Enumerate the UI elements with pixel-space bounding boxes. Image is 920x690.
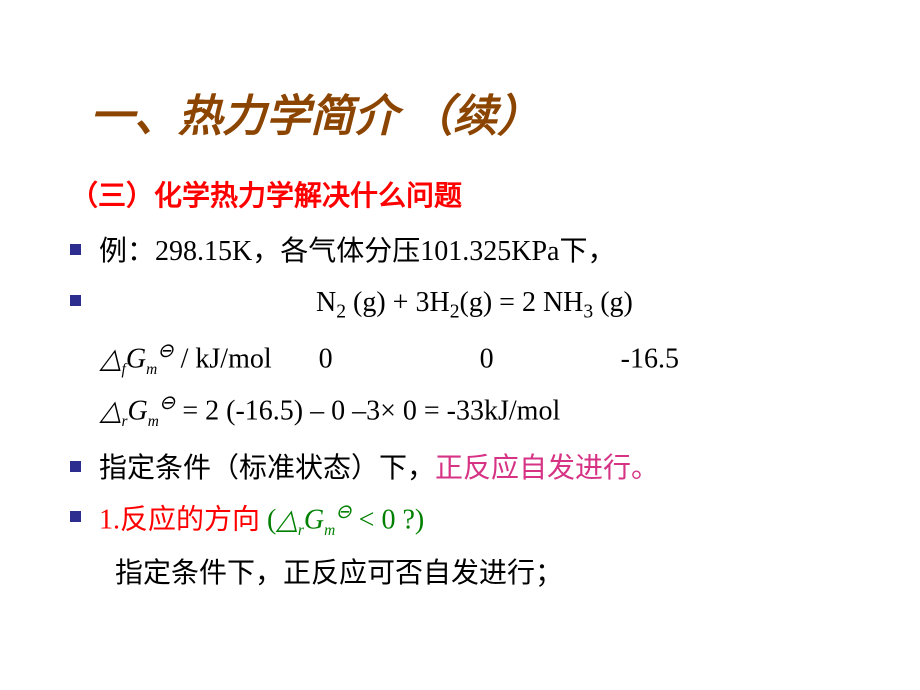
dir-rest: < 0 ?) <box>352 505 425 536</box>
subtitle: （三）化学热力学解决什么问题 <box>70 174 860 214</box>
dgr-G: G <box>128 395 148 426</box>
condition-line: 指定条件（标准状态）下，正反应自发进行。 <box>99 449 659 490</box>
dir-open: ( <box>267 505 276 536</box>
eq-h2-sub: 2 <box>450 301 460 322</box>
dir-delta: △ <box>276 505 298 536</box>
bullet-row-1: 例：298.15K，各气体分压101.325KPa下， <box>70 232 860 273</box>
dgr-m: m <box>148 413 159 430</box>
slide-container: 一、热力学简介 （续） （三）化学热力学解决什么问题 例：298.15K，各气体… <box>0 0 920 690</box>
dir-text: 反应的方向 <box>120 505 267 536</box>
cond-magenta: 正反应自发进行。 <box>435 453 659 484</box>
title-part2: （续） <box>409 92 541 141</box>
direction-line: 1.反应的方向 (△rGm⊖ < 0 ?) <box>99 499 424 542</box>
deltaGr-line: △rGm⊖ = 2 (-16.5) – 0 –3× 0 = -33kJ/mol <box>100 389 860 433</box>
eq-n2-sub: 2 <box>336 301 346 322</box>
dgf-unit: / kJ/mol <box>174 343 272 374</box>
eq-nh3-sub: 3 <box>583 301 593 322</box>
deltaGf-line: △fGm⊖ / kJ/mol 0 0 -16.5 <box>100 337 860 381</box>
slide-title: 一、热力学简介 （续） <box>90 80 860 144</box>
dgf-v2: 0 <box>480 343 494 374</box>
dgf-v1: 0 <box>319 343 333 374</box>
dgr-expr: = 2 (-16.5) – 0 –3× 0 = -33kJ/mol <box>175 395 560 426</box>
bullet-icon <box>70 511 81 522</box>
bullet-row-3: 指定条件（标准状态）下，正反应自发进行。 <box>70 449 860 490</box>
dir-m: m <box>324 522 335 539</box>
bullet-icon <box>70 244 81 255</box>
cond-black: 指定条件（标准状态）下， <box>99 453 435 484</box>
eq-n2-state: (g) + 3H <box>346 287 450 318</box>
line-example: 例：298.15K，各气体分压101.325KPa下， <box>99 232 615 273</box>
dgr-delta: △ <box>100 395 122 426</box>
dir-prefix: 1. <box>99 505 120 536</box>
eq-nh3-state: (g) <box>593 287 633 318</box>
bullet-row-4: 1.反应的方向 (△rGm⊖ < 0 ?) <box>70 499 860 542</box>
bullet-icon <box>70 295 81 306</box>
dgf-v3: -16.5 <box>621 343 679 374</box>
bullet-icon <box>70 461 81 472</box>
dgr-sup: ⊖ <box>159 393 175 414</box>
dgf-G: G <box>126 343 146 374</box>
last-line: 指定条件下，正反应可否自发进行； <box>115 553 860 595</box>
title-part1: 一、热力学简介 <box>90 92 409 141</box>
eq-n2: N <box>316 287 336 318</box>
eq-h2-state: (g) = 2 NH <box>460 287 584 318</box>
bullet-row-2: N2 (g) + 3H2(g) = 2 NH3 (g) <box>70 283 860 327</box>
dgf-sup: ⊖ <box>157 341 173 362</box>
dir-G: G <box>304 505 324 536</box>
dgf-m: m <box>146 361 157 378</box>
equation-line: N2 (g) + 3H2(g) = 2 NH3 (g) <box>99 283 633 327</box>
dgf-delta: △ <box>100 343 122 374</box>
dir-sup: ⊖ <box>335 502 351 523</box>
